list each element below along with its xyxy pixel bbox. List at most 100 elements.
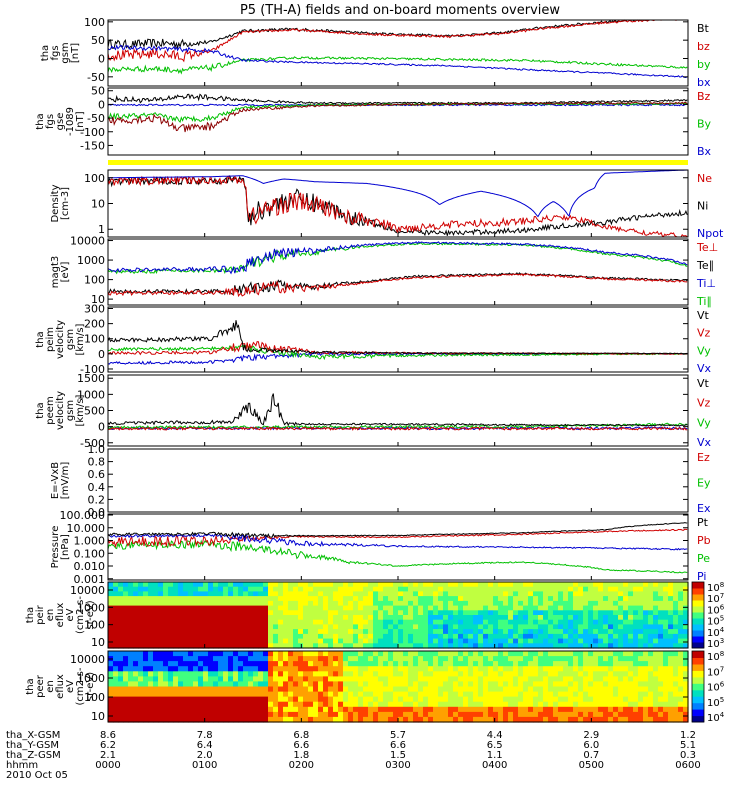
spectrogram-cell bbox=[208, 656, 214, 662]
spectrogram-cell bbox=[608, 582, 614, 588]
spectrogram-cell bbox=[433, 696, 439, 703]
spectrogram-cell bbox=[163, 661, 169, 667]
spectrogram-cell bbox=[613, 671, 619, 677]
spectrogram-cell bbox=[173, 666, 179, 672]
spectrogram-cell bbox=[368, 596, 374, 602]
spectrogram-cell bbox=[443, 624, 449, 630]
spectrogram-cell bbox=[463, 696, 469, 703]
spectrogram-cell bbox=[128, 624, 134, 630]
spectrogram-cell bbox=[208, 605, 214, 611]
spectrogram-cell bbox=[638, 701, 644, 708]
spectrogram-cell bbox=[363, 671, 369, 677]
spectrogram-cell bbox=[658, 624, 664, 630]
spectrogram-cell bbox=[573, 624, 579, 630]
spectrogram-cell bbox=[568, 591, 574, 597]
spectrogram-cell bbox=[143, 656, 149, 662]
spectrogram-cell bbox=[478, 666, 484, 672]
spectrogram-cell bbox=[683, 600, 689, 607]
spectrogram-cell bbox=[433, 661, 439, 667]
spectrogram-cell bbox=[678, 706, 684, 713]
colorbar-swatch bbox=[692, 588, 704, 595]
spectrogram-cell bbox=[218, 676, 224, 683]
spectrogram-cell bbox=[163, 716, 169, 723]
spectrogram-cell bbox=[333, 686, 339, 693]
spectrogram-cell bbox=[268, 691, 274, 698]
spectrogram-cell bbox=[568, 686, 574, 693]
spectrogram-cell bbox=[438, 701, 444, 708]
spectrogram-cell bbox=[518, 671, 524, 677]
spectrogram-cell bbox=[448, 651, 454, 657]
legend-entry: By bbox=[697, 118, 712, 131]
x-axis-value: 1.2 bbox=[680, 730, 696, 741]
spectrogram-cell bbox=[403, 643, 409, 649]
spectrogram-cell bbox=[363, 691, 369, 698]
spectrogram-cell bbox=[548, 651, 554, 657]
spectrogram-cell bbox=[633, 600, 639, 607]
spectrogram-cell bbox=[423, 619, 429, 625]
spectrogram-cell bbox=[543, 691, 549, 698]
spectrogram-cell bbox=[448, 661, 454, 667]
spectrogram-cell bbox=[473, 666, 479, 672]
spectrogram-cell bbox=[108, 676, 114, 683]
spectrogram-cell bbox=[228, 615, 234, 621]
spectrogram-cell bbox=[283, 615, 289, 621]
spectrogram-cell bbox=[653, 629, 659, 635]
spectrogram-cell bbox=[583, 605, 589, 611]
spectrogram-cell bbox=[393, 610, 399, 616]
spectrogram-cell bbox=[458, 586, 464, 592]
spectrogram-cell bbox=[673, 716, 679, 723]
spectrogram-cell bbox=[123, 629, 129, 635]
spectrogram-cell bbox=[363, 716, 369, 723]
spectrogram-cell bbox=[308, 676, 314, 683]
spectrogram-cell bbox=[658, 666, 664, 672]
spectrogram-cell bbox=[528, 591, 534, 597]
spectrogram-cell bbox=[498, 586, 504, 592]
spectrogram-cell bbox=[453, 619, 459, 625]
spectrogram-cell bbox=[573, 676, 579, 683]
spectrogram-cell bbox=[583, 629, 589, 635]
spectrogram-cell bbox=[438, 696, 444, 703]
spectrogram-cell bbox=[493, 600, 499, 607]
spectrogram-cell bbox=[558, 615, 564, 621]
spectrogram-cell bbox=[533, 633, 539, 640]
spectrogram-cell bbox=[403, 615, 409, 621]
spectrogram-cell bbox=[148, 619, 154, 625]
spectrogram-cell bbox=[218, 691, 224, 698]
x-axis-value: 0100 bbox=[192, 760, 217, 771]
spectrogram-cell bbox=[198, 661, 204, 667]
spectrogram-cell bbox=[178, 619, 184, 625]
spectrogram-cell bbox=[488, 676, 494, 683]
spectrogram-cell bbox=[558, 651, 564, 657]
spectrogram-cell bbox=[613, 586, 619, 592]
spectrogram-cell bbox=[453, 691, 459, 698]
spectrogram-cell bbox=[578, 586, 584, 592]
spectrogram-cell bbox=[563, 638, 569, 644]
spectrogram-cell bbox=[323, 591, 329, 597]
spectrogram-cell bbox=[293, 600, 299, 607]
spectrogram-cell bbox=[518, 696, 524, 703]
spectrogram-cell bbox=[588, 656, 594, 662]
spectrogram-cell bbox=[628, 716, 634, 723]
spectrogram-cell bbox=[483, 610, 489, 616]
spectrogram-cell bbox=[118, 681, 124, 688]
spectrogram-cell bbox=[423, 706, 429, 713]
spectrogram-cell bbox=[333, 605, 339, 611]
spectrogram-cell bbox=[538, 591, 544, 597]
spectrogram-cell bbox=[478, 671, 484, 677]
spectrogram-cell bbox=[523, 666, 529, 672]
spectrogram-cell bbox=[223, 676, 229, 683]
y-axis-label-line: velocity bbox=[55, 320, 66, 359]
spectrogram-cell bbox=[403, 629, 409, 635]
spectrogram-cell bbox=[623, 676, 629, 683]
spectrogram-cell bbox=[588, 711, 594, 718]
spectrogram-cell bbox=[678, 696, 684, 703]
spectrogram-cell bbox=[188, 633, 194, 640]
spectrogram-cell bbox=[588, 643, 594, 649]
spectrogram-cell bbox=[653, 661, 659, 667]
spectrogram-cell bbox=[163, 701, 169, 708]
spectrogram-cell bbox=[358, 586, 364, 592]
spectrogram-cell bbox=[193, 691, 199, 698]
spectrogram-cell bbox=[618, 716, 624, 723]
spectrogram-cell bbox=[133, 586, 139, 592]
